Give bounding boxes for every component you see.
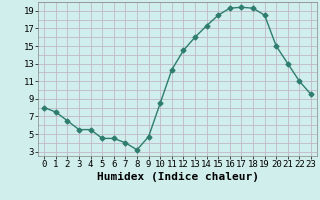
X-axis label: Humidex (Indice chaleur): Humidex (Indice chaleur) [97,172,259,182]
